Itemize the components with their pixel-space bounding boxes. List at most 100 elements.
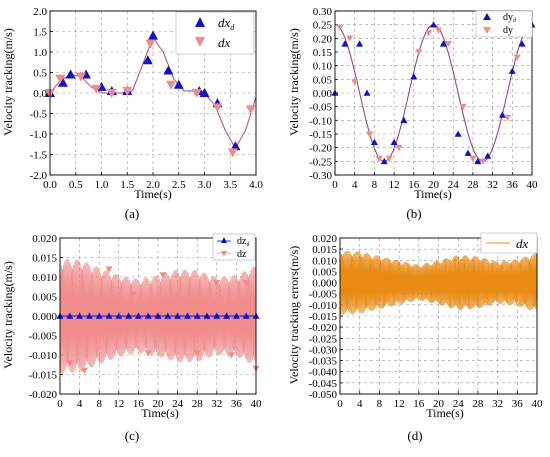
marker-dz-c bbox=[81, 367, 88, 375]
marker-dy-b bbox=[366, 131, 373, 138]
marker-dzd-c bbox=[95, 312, 103, 319]
marker-dy-b bbox=[469, 155, 477, 163]
marker-dxd-a bbox=[148, 30, 158, 40]
marker-dx-a bbox=[55, 74, 66, 84]
xtick-label-b: 8 bbox=[372, 179, 378, 191]
xtick-label-c: 24 bbox=[172, 398, 184, 410]
marker-dyd-b bbox=[484, 152, 492, 159]
marker-dyd-b bbox=[474, 157, 482, 165]
marker-dxd-a bbox=[163, 65, 174, 75]
ytick-label-a: -0.5 bbox=[30, 109, 48, 121]
ytick-label-c: -0.020 bbox=[29, 389, 58, 401]
plot-frame-b bbox=[334, 10, 533, 176]
panel-b-ylabel: Velocity tracking(m/s) bbox=[287, 28, 301, 136]
ytick-label-d: -0.005 bbox=[309, 289, 338, 301]
panel-a-xlabel: Time(s) bbox=[134, 187, 172, 201]
ytick-label-d: 0.005 bbox=[312, 266, 337, 278]
marker-dz-c bbox=[193, 350, 201, 357]
marker-dy-b bbox=[385, 155, 393, 163]
curve-oscillation-d bbox=[339, 250, 538, 315]
marker-dx-a bbox=[75, 72, 86, 82]
marker-dzd-c bbox=[76, 312, 84, 319]
xtick-label-a: 1.0 bbox=[95, 179, 109, 191]
xtick-label-a: 4.0 bbox=[249, 179, 263, 191]
marker-dz-c bbox=[242, 280, 250, 287]
ytick-label-a: 1.5 bbox=[33, 27, 47, 39]
ytick-label-b: 0.20 bbox=[313, 33, 333, 45]
marker-dyd-b bbox=[380, 157, 388, 165]
xtick-label-d: 28 bbox=[472, 398, 484, 410]
marker-dz-c bbox=[66, 360, 74, 367]
ytick-label-a: -2.0 bbox=[30, 170, 48, 182]
marker-dyd-b bbox=[390, 138, 398, 145]
marker-dzd-c bbox=[134, 312, 142, 319]
marker-dz-c bbox=[228, 352, 235, 359]
legend-c-actual-label: dz bbox=[237, 249, 247, 260]
ytick-label-d: 0.015 bbox=[312, 244, 337, 256]
panel-c-caption: (c) bbox=[125, 428, 139, 443]
marker-dyd-b bbox=[430, 21, 437, 28]
marker-dx-a bbox=[145, 39, 156, 49]
marker-dzd-c bbox=[66, 312, 74, 319]
marker-dy-b bbox=[444, 41, 452, 48]
xtick-label-c: 4 bbox=[77, 398, 83, 410]
panel-d-caption: (d) bbox=[407, 428, 422, 443]
marker-dxd-a bbox=[65, 69, 76, 79]
marker-dxd-a bbox=[230, 141, 241, 151]
marker-dzd-c bbox=[183, 312, 191, 319]
marker-dyd-b bbox=[498, 111, 506, 118]
marker-dy-b bbox=[415, 49, 423, 56]
marker-dzd-c bbox=[232, 312, 240, 319]
ytick-label-d: -0.030 bbox=[309, 344, 338, 356]
xtick-label-c: 28 bbox=[192, 398, 204, 410]
ytick-label-d: -0.025 bbox=[309, 333, 338, 345]
xtick-label-b: 0 bbox=[332, 179, 338, 191]
marker-dz-c bbox=[105, 266, 113, 273]
marker-dzd-c bbox=[125, 312, 133, 319]
marker-dzd-c bbox=[223, 312, 231, 319]
marker-dz-c bbox=[130, 291, 137, 298]
marker-dz-c bbox=[144, 350, 152, 357]
panel-a-legend: dxd dx bbox=[175, 11, 255, 55]
ytick-label-b: -0.30 bbox=[309, 170, 332, 182]
marker-dyd-b bbox=[439, 40, 447, 47]
xtick-label-b: 12 bbox=[389, 179, 400, 191]
xtick-label-d: 0 bbox=[337, 398, 343, 410]
plot-area-a: 0.0 0.5 1.0 1.5 2.0 2.5 3.0 3.5 4.0 2.0 1.5 1.0 0.5 0… bbox=[30, 6, 264, 191]
ytick-label-d: 0.020 bbox=[312, 233, 337, 245]
xtick-label-c: 16 bbox=[133, 398, 145, 410]
panel-b-legend-box bbox=[475, 10, 533, 38]
marker-dzd-c bbox=[115, 312, 123, 319]
marker-dyd-b bbox=[464, 149, 472, 156]
legend-a-desired-marker bbox=[195, 17, 205, 27]
marker-dzd-c bbox=[85, 312, 93, 319]
marker-dy-b bbox=[434, 27, 442, 34]
xtick-label-c: 32 bbox=[211, 398, 222, 410]
xtick-label-d: 24 bbox=[453, 398, 465, 410]
panel-b: Velocity tracking(m/s) Time(s) (b) dyd d… bbox=[287, 10, 533, 221]
panel-a-caption: (a) bbox=[125, 206, 139, 221]
ytick-label-a: 0.5 bbox=[33, 68, 47, 80]
ytick-label-b: 0.30 bbox=[313, 6, 333, 18]
marker-dzd-c bbox=[154, 312, 162, 319]
marker-dx-a bbox=[212, 103, 223, 113]
xtick-label-a: 0.0 bbox=[43, 179, 57, 191]
xtick-label-a: 0.5 bbox=[69, 179, 83, 191]
marker-dx-a bbox=[227, 148, 238, 158]
xtick-label-d: 40 bbox=[532, 398, 544, 410]
xtick-label-c: 36 bbox=[231, 398, 243, 410]
panel-d-legend: dx bbox=[480, 232, 538, 254]
ytick-label-d: 0.010 bbox=[312, 255, 337, 267]
ytick-label-d: -0.035 bbox=[309, 356, 338, 368]
ytick-label-d: -0.010 bbox=[309, 300, 338, 312]
xtick-label-b: 40 bbox=[527, 179, 539, 191]
marker-dzd-c bbox=[203, 312, 211, 319]
marker-dzd-c bbox=[193, 312, 201, 319]
ytick-label-d: -0.020 bbox=[309, 322, 338, 334]
panel-b-xlabel: Time(s) bbox=[414, 187, 452, 201]
plot-area-b: 0 4 8 12 16 20 24 28 32 36 400.300.250.200.150.100… bbox=[309, 6, 538, 191]
panel-d-xlabel: Time(s) bbox=[426, 406, 464, 420]
marker-dzd-c bbox=[174, 312, 182, 319]
panel-c-legend: dzd dz bbox=[212, 233, 256, 261]
ytick-label-c: -0.005 bbox=[29, 331, 58, 343]
